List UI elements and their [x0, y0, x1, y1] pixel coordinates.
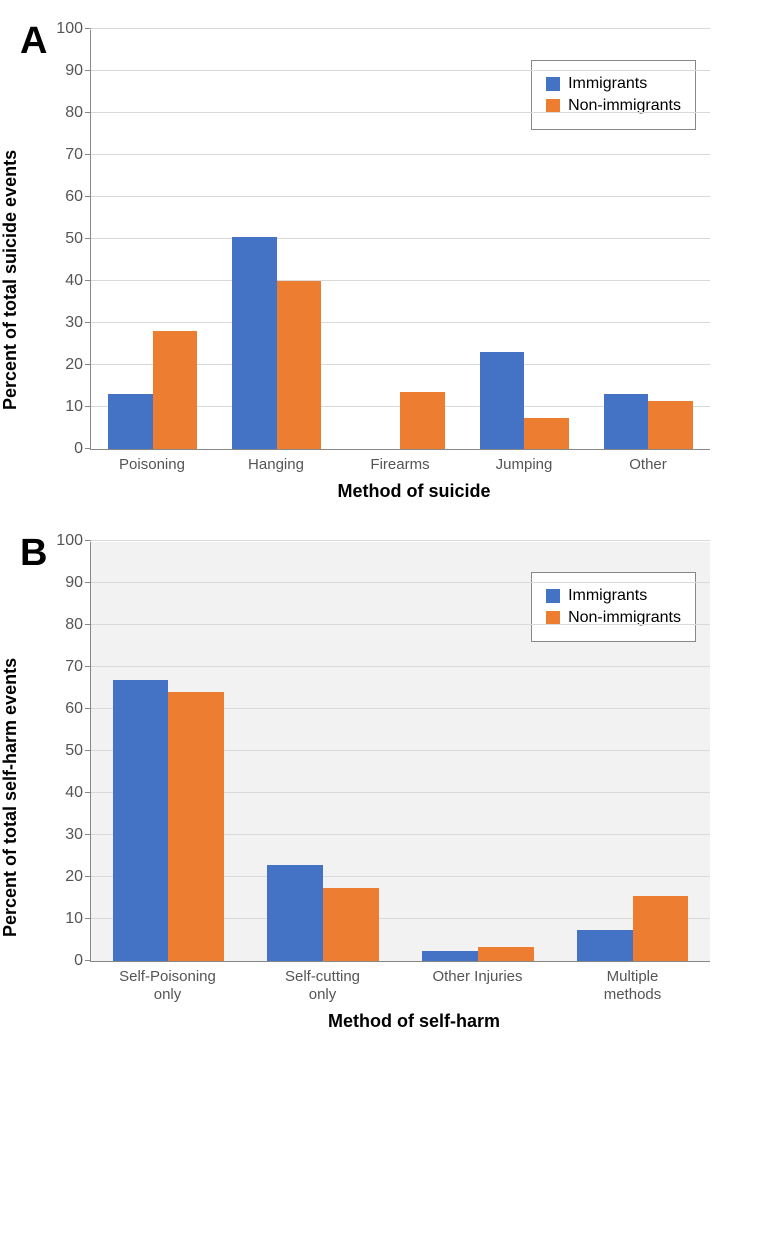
panel-b-chart: Percent of total self-harm events Immigr…	[90, 542, 738, 1032]
panel-b-xticklabels: Self-PoisoningonlySelf-cuttingonlyOther …	[90, 968, 710, 1003]
ytick-label: 50	[65, 230, 91, 248]
xtick-label: Poisoning	[90, 456, 214, 473]
ytick-label: 30	[65, 314, 91, 332]
bar-group	[246, 542, 401, 961]
panel-a-label: A	[20, 20, 47, 63]
bar	[168, 692, 224, 961]
ytick-label: 90	[65, 574, 91, 592]
bar-group	[215, 30, 339, 449]
panel-b-plot: Immigrants Non-immigrants 01020304050607…	[90, 542, 710, 962]
panel-b: B Percent of total self-harm events Immi…	[30, 542, 738, 1032]
panel-a-xlabel: Method of suicide	[90, 481, 738, 502]
ytick-label: 60	[65, 700, 91, 718]
ytick-label: 30	[65, 826, 91, 844]
ytick-label: 20	[65, 868, 91, 886]
ytick-label: 40	[65, 784, 91, 802]
ytick-label: 40	[65, 272, 91, 290]
ytick-mark	[85, 540, 91, 541]
bar	[478, 947, 534, 962]
xtick-label: Jumping	[462, 456, 586, 473]
ytick-mark	[85, 28, 91, 29]
xtick-label: Self-Poisoningonly	[90, 968, 245, 1003]
bar	[323, 888, 379, 962]
xtick-label: Hanging	[214, 456, 338, 473]
bar-group	[462, 30, 586, 449]
bar	[232, 237, 277, 449]
gridline	[91, 540, 710, 541]
bar	[633, 896, 689, 961]
ytick-label: 60	[65, 188, 91, 206]
bar	[604, 394, 649, 449]
bar-group	[91, 542, 246, 961]
panel-a-xticklabels: PoisoningHangingFirearmsJumpingOther	[90, 456, 710, 473]
xtick-label: Firearms	[338, 456, 462, 473]
ytick-label: 70	[65, 146, 91, 164]
panel-b-ylabel: Percent of total self-harm events	[0, 658, 21, 937]
bar	[400, 392, 445, 449]
ytick-label: 10	[65, 398, 91, 416]
ytick-label: 90	[65, 62, 91, 80]
panel-a-plot: Immigrants Non-immigrants 01020304050607…	[90, 30, 710, 450]
ytick-label: 100	[56, 20, 91, 38]
bar	[422, 951, 478, 962]
panel-a-ylabel: Percent of total suicide events	[0, 150, 21, 410]
bar-group	[401, 542, 556, 961]
xtick-label: Self-cuttingonly	[245, 968, 400, 1003]
bar	[113, 680, 169, 961]
bar	[267, 865, 323, 962]
xtick-label: Multiplemethods	[555, 968, 710, 1003]
ytick-label: 0	[74, 440, 91, 458]
bar	[524, 418, 569, 450]
ytick-label: 10	[65, 910, 91, 928]
bar	[648, 401, 693, 449]
gridline	[91, 28, 710, 29]
ytick-label: 100	[56, 532, 91, 550]
xtick-label: Other Injuries	[400, 968, 555, 1003]
panel-a-chart: Percent of total suicide events Immigran…	[90, 30, 738, 502]
bar-group	[91, 30, 215, 449]
bar-group	[586, 30, 710, 449]
bar	[108, 394, 153, 449]
bars-container	[91, 30, 710, 449]
bar	[577, 930, 633, 962]
bar	[277, 281, 322, 449]
ytick-label: 70	[65, 658, 91, 676]
bar	[480, 352, 525, 449]
ytick-label: 0	[74, 952, 91, 970]
bars-container	[91, 542, 710, 961]
ytick-label: 50	[65, 742, 91, 760]
panel-b-label: B	[20, 532, 47, 575]
ytick-label: 20	[65, 356, 91, 374]
bar-group	[555, 542, 710, 961]
bar	[153, 331, 198, 449]
ytick-label: 80	[65, 616, 91, 634]
ytick-label: 80	[65, 104, 91, 122]
panel-a: A Percent of total suicide events Immigr…	[30, 30, 738, 502]
panel-b-xlabel: Method of self-harm	[90, 1011, 738, 1032]
bar-group	[339, 30, 463, 449]
xtick-label: Other	[586, 456, 710, 473]
